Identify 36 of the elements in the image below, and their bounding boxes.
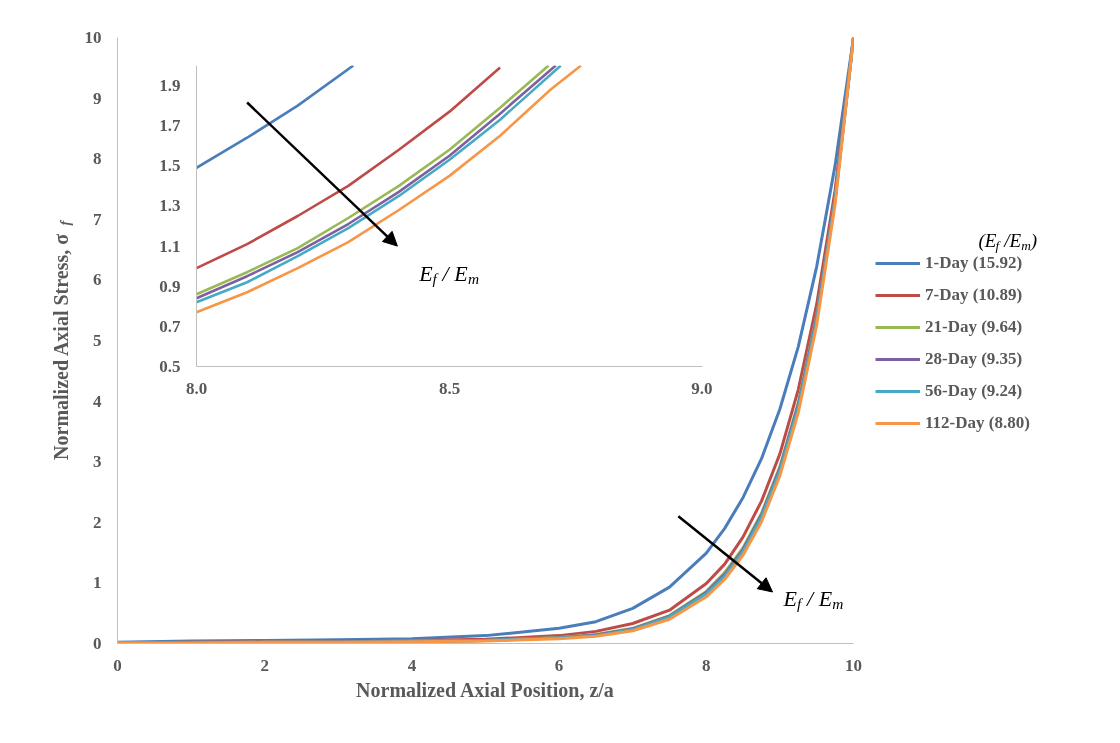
y-tick-label: 0.7 [159, 316, 181, 336]
y-tick-label: 1.5 [159, 156, 181, 176]
legend-label: 112-Day (8.80) [925, 413, 1030, 433]
y-tick-label: 4 [93, 391, 102, 411]
legend-label: 1-Day (15.92) [925, 253, 1023, 273]
y-tick-label: 0 [93, 634, 102, 653]
legend-label: 56-Day (9.24) [925, 381, 1023, 401]
y-tick-label: 0.5 [159, 357, 181, 376]
y-tick-label: 8 [93, 149, 102, 169]
x-axis-title: Normalized Axial Position, z/a [356, 678, 614, 701]
y-tick-label: 7 [93, 209, 102, 229]
y-tick-label: 10 [84, 28, 102, 47]
y-tick-label: 5 [93, 331, 102, 350]
y-tick-label: 1 [93, 573, 102, 593]
x-tick-label: 8 [702, 655, 711, 675]
y-tick-label: 9 [93, 88, 102, 108]
x-tick-label: 4 [407, 655, 417, 675]
y-tick-label: 1.3 [159, 196, 181, 216]
y-tick-label: 1.7 [159, 116, 181, 136]
x-tick-label: 8.0 [185, 378, 208, 398]
y-tick-label: 1.9 [159, 76, 181, 96]
legend-label: 21-Day (9.64) [925, 317, 1023, 337]
y-axis-title: Normalized Axial Stress, σf [49, 219, 73, 460]
y-tick-label: 6 [93, 270, 102, 290]
x-tick-label: 8.5 [438, 378, 461, 398]
x-tick-label: 0 [113, 655, 122, 675]
y-tick-label: 3 [93, 452, 102, 472]
y-tick-label: 2 [93, 512, 102, 532]
y-tick-label: 0.9 [159, 276, 181, 296]
legend-label: 28-Day (9.35) [925, 349, 1023, 369]
x-tick-label: 9.0 [691, 378, 713, 398]
x-tick-label: 6 [554, 655, 564, 675]
y-tick-label: 1.1 [159, 236, 181, 256]
x-tick-label: 2 [260, 655, 269, 675]
x-tick-label: 10 [845, 655, 862, 675]
legend-label: 7-Day (10.89) [925, 285, 1023, 305]
